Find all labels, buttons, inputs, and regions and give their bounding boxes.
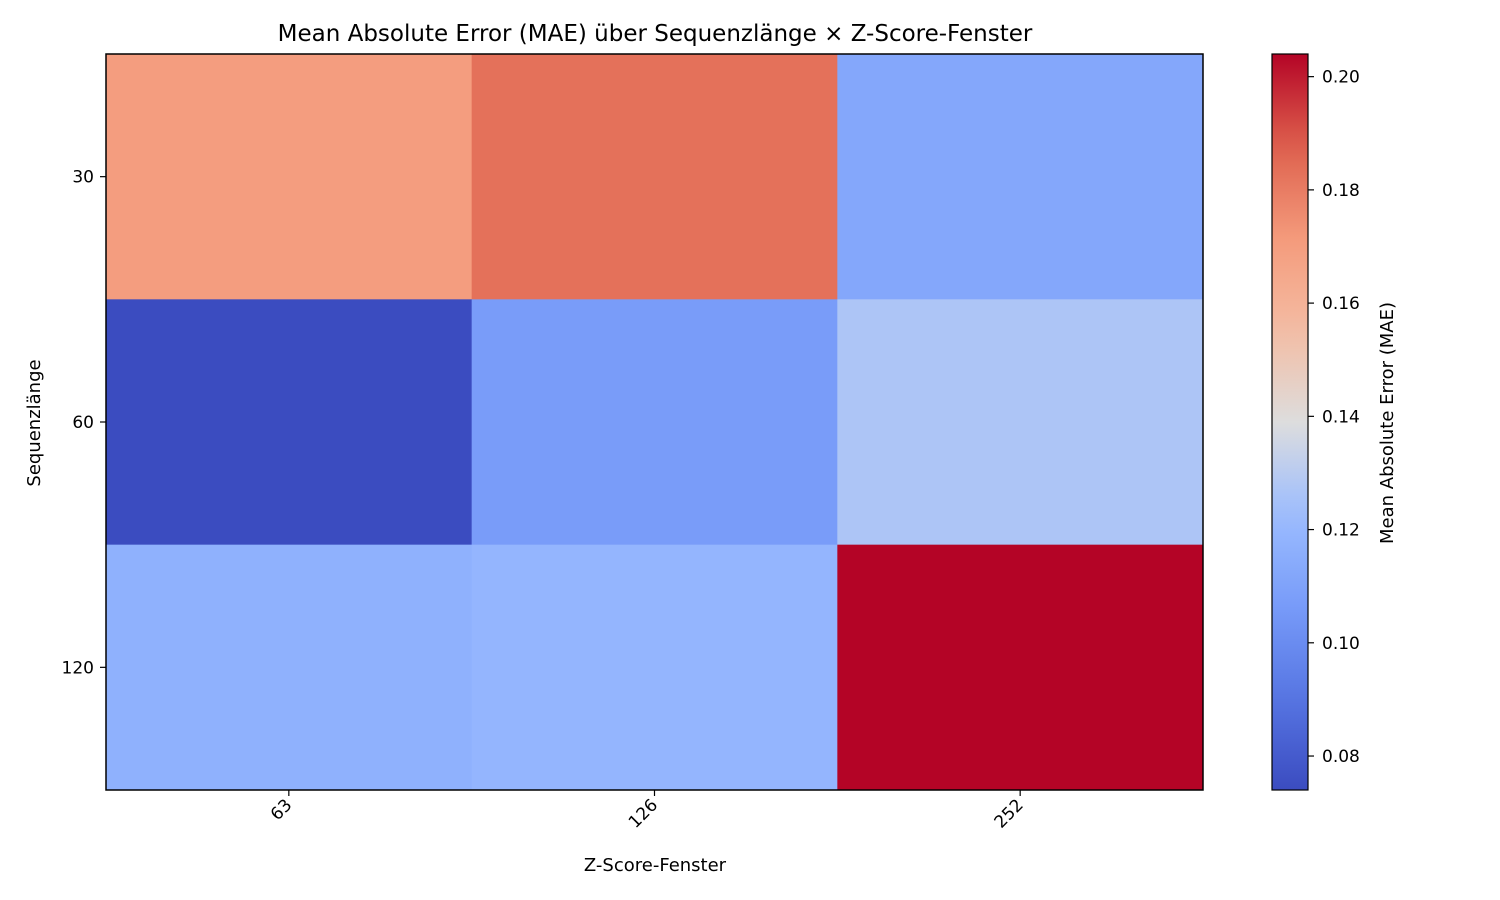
chart-title: Mean Absolute Error (MAE) über Sequenzlä… bbox=[278, 21, 1033, 47]
colorbar bbox=[1271, 53, 1309, 791]
colorbar-tick-label: 0.12 bbox=[1322, 521, 1360, 541]
colorbar-label: Mean Absolute Error (MAE) bbox=[1377, 302, 1398, 544]
x-tick-label: 63 bbox=[267, 795, 296, 824]
colorbar-tick-label: 0.10 bbox=[1322, 634, 1360, 654]
y-tick-label: 30 bbox=[72, 168, 94, 188]
colorbar-tick-label: 0.16 bbox=[1322, 294, 1360, 314]
x-tick-label: 126 bbox=[625, 795, 662, 832]
y-axis-label: Sequenzlänge bbox=[24, 359, 45, 486]
heatmap-cell bbox=[471, 299, 838, 546]
heatmap-cell bbox=[106, 54, 473, 300]
y-tick-label: 60 bbox=[72, 413, 94, 433]
colorbar-tick-label: 0.08 bbox=[1322, 747, 1360, 767]
colorbar-tick-label: 0.14 bbox=[1322, 407, 1360, 427]
colorbar-tick-label: 0.18 bbox=[1322, 181, 1360, 201]
x-tick-label: 252 bbox=[991, 795, 1028, 832]
y-tick-label: 120 bbox=[62, 658, 94, 678]
heatmap-cell bbox=[837, 299, 1204, 546]
heatmap-cell bbox=[471, 54, 838, 300]
heatmap-cell bbox=[106, 299, 473, 546]
heatmap-cells bbox=[106, 54, 1204, 791]
colorbar-ticks: 0.08 0.10 0.12 0.14 0.16 0.18 0.20 bbox=[1308, 68, 1360, 767]
colorbar-tick-label: 0.20 bbox=[1322, 68, 1360, 88]
heatmap-cell bbox=[837, 54, 1204, 300]
x-axis-ticks: 63 126 252 bbox=[267, 790, 1028, 832]
x-axis-label: Z-Score-Fenster bbox=[584, 855, 727, 876]
y-axis-ticks: 30 60 120 bbox=[62, 168, 106, 678]
heatmap-cell bbox=[106, 544, 473, 791]
heatmap-cell bbox=[471, 544, 838, 791]
heatmap-cell bbox=[837, 544, 1204, 791]
